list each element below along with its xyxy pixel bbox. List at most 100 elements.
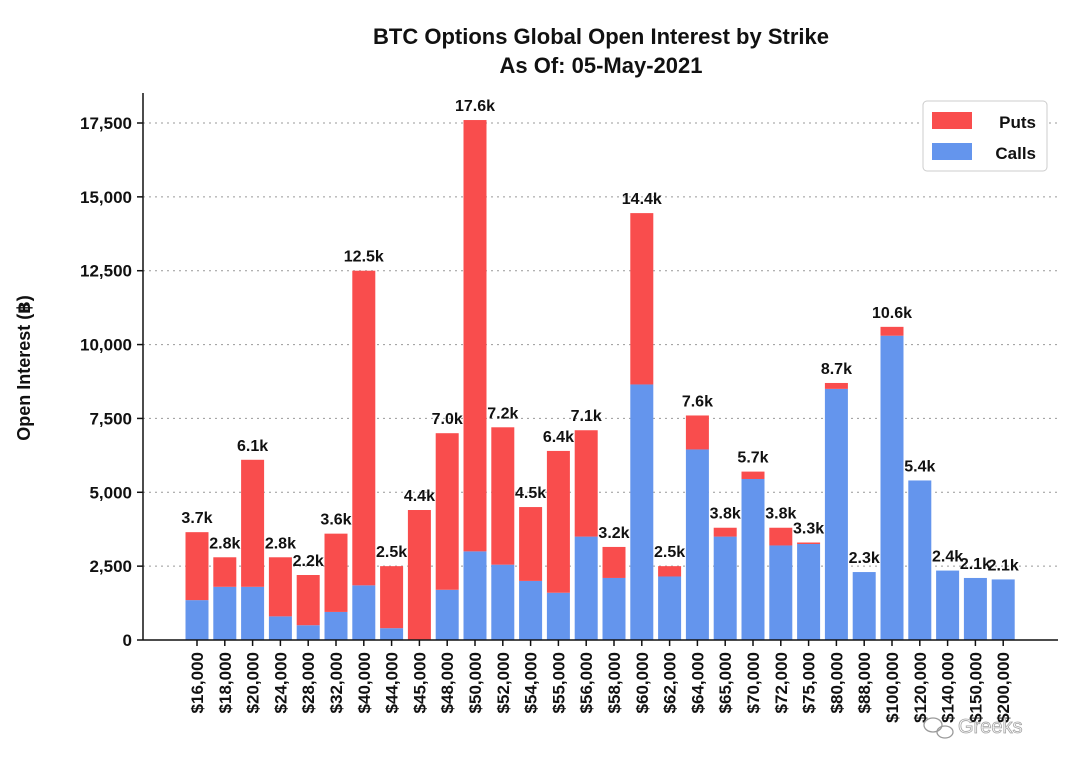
total-label: 3.8k (710, 506, 741, 523)
x-tick-label: $24,000 (271, 652, 290, 713)
x-tick-label: $62,000 (661, 652, 680, 713)
bar-calls (797, 543, 821, 640)
bar-puts (824, 382, 848, 389)
legend: Puts Calls (922, 100, 1048, 172)
legend-swatch-puts (932, 112, 972, 129)
x-tick-label: $54,000 (522, 652, 541, 713)
total-label: 7.6k (682, 393, 713, 410)
bar-calls (574, 536, 598, 640)
bar-calls (352, 585, 376, 640)
total-label: 4.4k (404, 488, 435, 505)
x-tick-label: $52,000 (494, 652, 513, 713)
x-tick-label: $80,000 (827, 652, 846, 713)
total-label: 3.3k (793, 521, 824, 538)
bar-puts (380, 566, 404, 629)
bar-puts (241, 459, 265, 587)
bar-calls (908, 480, 932, 640)
y-tick-label: 7,500 (89, 409, 132, 428)
bar-puts (685, 415, 709, 450)
legend-label-puts: Puts (999, 113, 1036, 132)
y-tick-label: 0 (123, 631, 132, 650)
x-tick-label: $55,000 (549, 652, 568, 713)
legend-swatch-calls (932, 143, 972, 160)
y-axis-ticks: 0 2,500 5,000 7,500 10,000 12,500 15,000 17,500 (80, 114, 143, 650)
x-tick-label: $28,000 (299, 652, 318, 713)
bar-calls (296, 625, 320, 640)
x-tick-label: $20,000 (244, 652, 263, 713)
bar-puts (880, 326, 904, 336)
total-label: 3.8k (765, 506, 796, 523)
bar-calls (713, 536, 737, 640)
bar-calls (324, 611, 348, 640)
bar-calls (685, 449, 709, 640)
bar-calls (435, 589, 459, 640)
x-tick-label: $40,000 (355, 652, 374, 713)
total-label: 2.5k (376, 544, 407, 561)
bar-puts (435, 433, 459, 590)
bar-calls (380, 628, 404, 640)
chart-subtitle: As Of: 05-May-2021 (500, 53, 703, 78)
total-label: 2.5k (654, 544, 685, 561)
legend-label-calls: Calls (995, 144, 1036, 163)
total-label: 2.4k (932, 549, 963, 566)
y-axis-label: Open Interest (฿) (14, 295, 34, 441)
total-label: 6.4k (543, 429, 574, 446)
total-label: 2.3k (849, 550, 880, 567)
bar-puts (491, 427, 515, 565)
bar-puts (574, 430, 598, 537)
bar-calls (880, 335, 904, 640)
total-label: 2.8k (265, 535, 296, 552)
bar-puts (797, 542, 821, 544)
y-tick-label: 10,000 (80, 336, 132, 355)
total-label: 14.4k (622, 191, 662, 208)
total-label: 3.6k (320, 512, 351, 529)
bar-puts (546, 450, 570, 593)
x-tick-label: $56,000 (577, 652, 596, 713)
data-labels: 3.7k2.8k6.1k2.8k2.2k3.6k12.5k2.5k4.4k7.0… (181, 98, 1018, 574)
x-tick-label: $44,000 (383, 652, 402, 713)
total-label: 3.7k (181, 510, 212, 527)
total-label: 8.7k (821, 361, 852, 378)
bar-calls (185, 600, 209, 640)
bar-calls (991, 579, 1015, 640)
x-tick-label: $48,000 (438, 652, 457, 713)
bar-calls (658, 576, 682, 640)
y-tick-label: 15,000 (80, 188, 132, 207)
total-label: 2.2k (293, 553, 324, 570)
total-label: 10.6k (872, 305, 912, 322)
x-tick-label: $100,000 (883, 652, 902, 723)
total-label: 5.4k (904, 458, 935, 475)
x-tick-label: $75,000 (800, 652, 819, 713)
x-tick-label: $16,000 (188, 652, 207, 713)
bar-puts (658, 566, 682, 577)
x-tick-label: $45,000 (410, 652, 429, 713)
y-tick-label: 5,000 (89, 483, 132, 502)
x-tick-label: $50,000 (466, 652, 485, 713)
bar-calls (546, 592, 570, 640)
bar-puts (324, 533, 348, 612)
x-tick-label: $65,000 (716, 652, 735, 713)
wechat-icon (923, 717, 954, 739)
bar-puts (407, 510, 431, 640)
bar-puts (463, 120, 487, 552)
total-label: 4.5k (515, 485, 546, 502)
y-tick-label: 12,500 (80, 262, 132, 281)
bar-calls (769, 545, 793, 640)
x-tick-label: $120,000 (911, 652, 930, 723)
x-tick-label: $64,000 (688, 652, 707, 713)
x-tick-label: $60,000 (633, 652, 652, 713)
bar-calls (824, 388, 848, 640)
total-label: 6.1k (237, 438, 268, 455)
x-axis-ticks: $16,000 $18,000 $20,000 $24,000 $28,000 $32,0… (188, 640, 1013, 723)
total-label: 17.6k (455, 98, 495, 115)
bar-calls (936, 570, 960, 640)
bar-calls (463, 551, 487, 640)
bar-calls (491, 564, 515, 640)
bar-puts (602, 546, 626, 578)
bar-calls (852, 572, 876, 640)
x-tick-label: $150,000 (966, 652, 985, 723)
total-label: 7.1k (571, 408, 602, 425)
bar-calls (963, 577, 987, 640)
gridlines (143, 122, 1058, 567)
bar-puts (713, 527, 737, 537)
